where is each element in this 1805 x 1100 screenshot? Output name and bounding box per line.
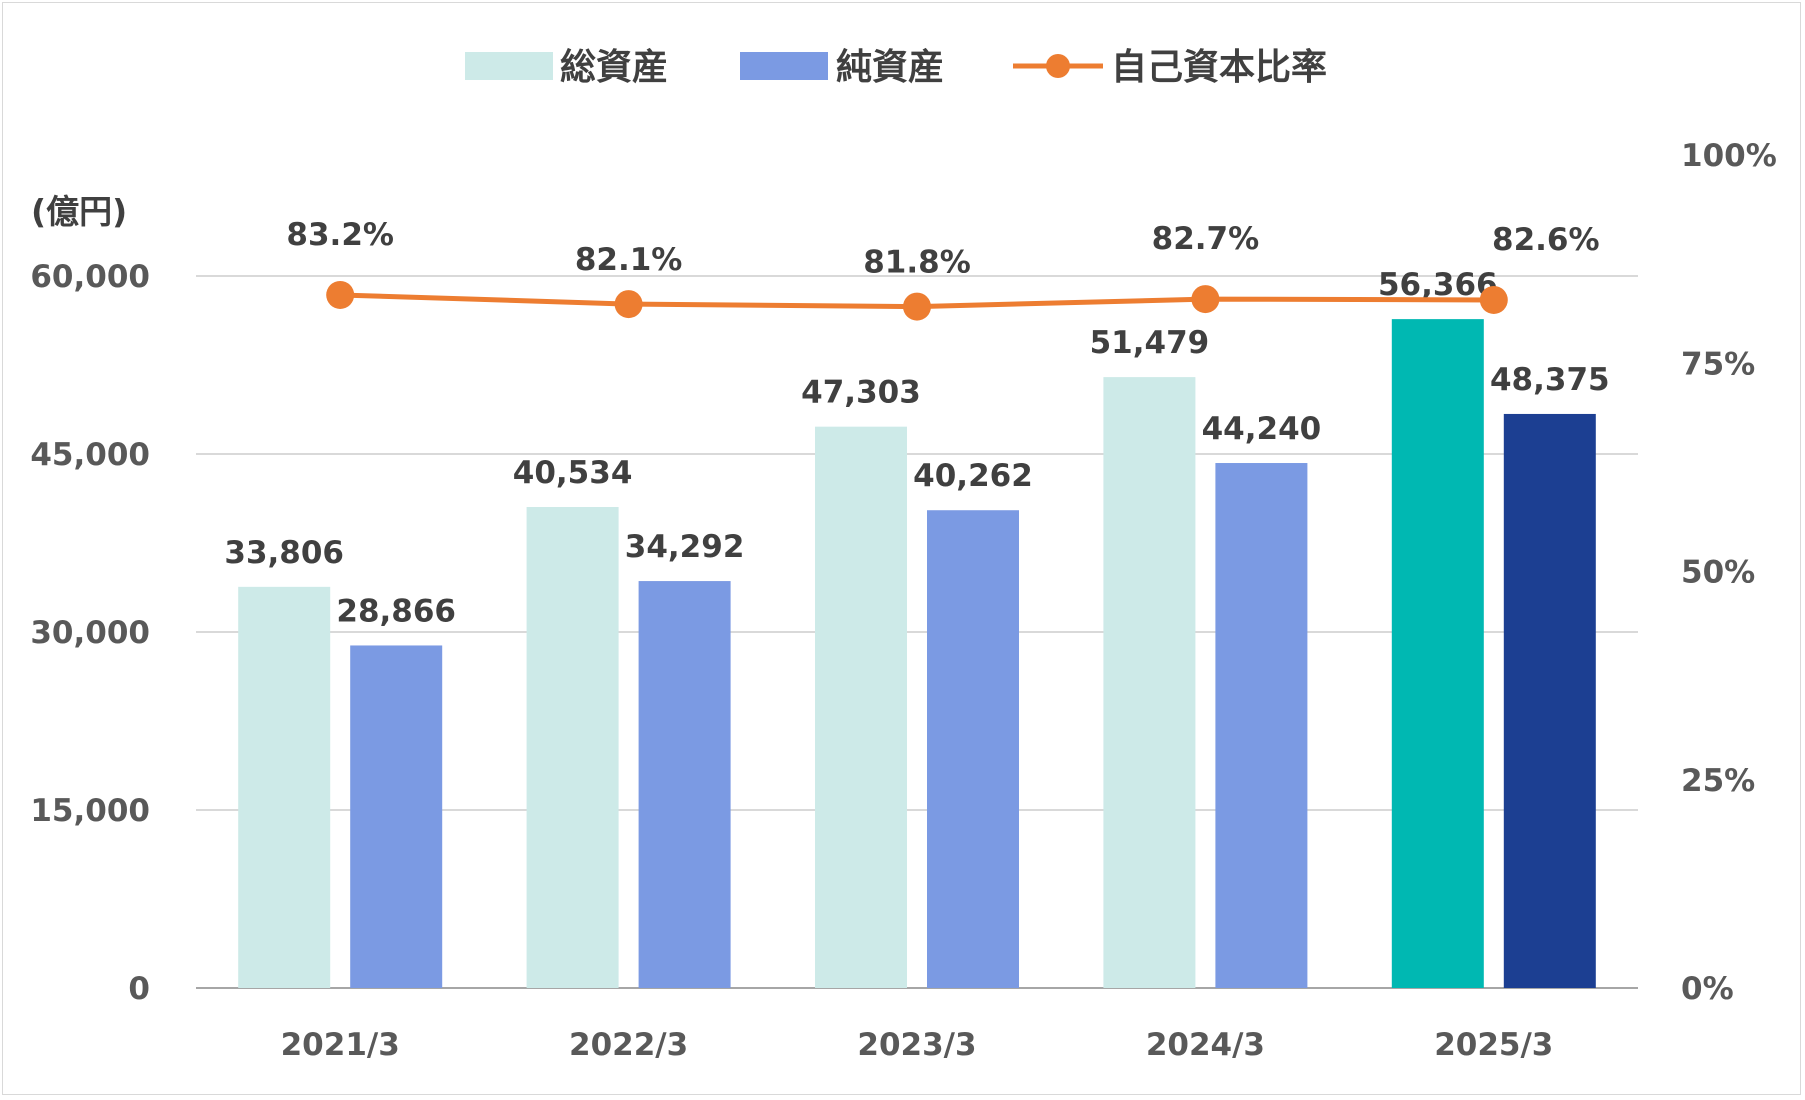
- y-right-tick-label: 0%: [1681, 971, 1734, 1007]
- bar-data-label: 33,806: [224, 535, 344, 571]
- bar-data-label: 44,240: [1202, 411, 1322, 447]
- ratio-point: [1191, 285, 1220, 314]
- y-left-tick-label: 15,000: [30, 793, 150, 829]
- bar-net-assets: [1503, 413, 1596, 988]
- bar-data-label: 28,866: [336, 593, 456, 629]
- bar-total-assets: [1391, 319, 1484, 988]
- legend-swatch-total-assets: [465, 52, 553, 80]
- ratio-point: [1479, 285, 1508, 314]
- chart-svg: 0 15,000 30,000 45,000 60,000 (億円) 0% 25% 50% 75%…: [30, 47, 1777, 1063]
- bar-total-assets: [1103, 377, 1196, 989]
- legend-label-equity-ratio: 自己資本比率: [1111, 47, 1327, 88]
- y-right-tick-label: 100%: [1681, 138, 1777, 174]
- ratio-point: [903, 292, 931, 321]
- bar-net-assets: [638, 581, 731, 988]
- y-right-tick-label: 75%: [1681, 346, 1755, 382]
- y-left-tick-label: 30,000: [30, 615, 150, 651]
- ratio-point: [326, 280, 355, 309]
- bar-total-assets: [238, 586, 331, 988]
- legend-swatch-marker: [1046, 54, 1070, 78]
- x-tick-label: 2025/3: [1434, 1027, 1553, 1063]
- ratio-data-label: 83.2%: [286, 217, 394, 253]
- bar-total-assets: [526, 506, 619, 988]
- bar-net-assets: [927, 510, 1019, 988]
- ratio-point: [614, 290, 643, 319]
- bar-net-assets: [1215, 463, 1308, 988]
- bar-data-label: 56,366: [1378, 267, 1498, 303]
- bar-data-label: 48,375: [1490, 362, 1610, 398]
- legend-label-net-assets: 純資産: [836, 47, 944, 88]
- y-left-unit-label: (億円): [31, 192, 127, 231]
- y-left-tick-label: 60,000: [30, 259, 150, 295]
- ratio-data-label: 82.1%: [575, 242, 683, 278]
- legend-label-total-assets: 総資産: [560, 47, 668, 88]
- y-right-tick-label: 50%: [1681, 555, 1755, 591]
- bar-data-label: 51,479: [1090, 325, 1210, 361]
- bar-total-assets: [815, 426, 907, 988]
- bar-data-label: 40,262: [913, 458, 1033, 494]
- ratio-data-label: 82.7%: [1152, 221, 1260, 257]
- legend-swatch-net-assets: [740, 52, 828, 80]
- bar-data-label: 34,292: [625, 529, 745, 565]
- bar-net-assets: [350, 645, 443, 988]
- y-right-tick-label: 25%: [1681, 763, 1755, 799]
- bar-data-label: 40,534: [513, 455, 633, 491]
- bar-data-label: 47,303: [801, 375, 921, 411]
- x-tick-label: 2024/3: [1146, 1027, 1265, 1063]
- y-left-tick-label: 0: [128, 971, 150, 1007]
- x-tick-label: 2023/3: [857, 1027, 976, 1063]
- ratio-data-label: 82.6%: [1492, 222, 1600, 258]
- x-tick-label: 2022/3: [569, 1027, 688, 1063]
- y-left-tick-label: 45,000: [30, 437, 150, 473]
- x-tick-label: 2021/3: [281, 1027, 400, 1063]
- ratio-data-label: 81.8%: [863, 245, 971, 281]
